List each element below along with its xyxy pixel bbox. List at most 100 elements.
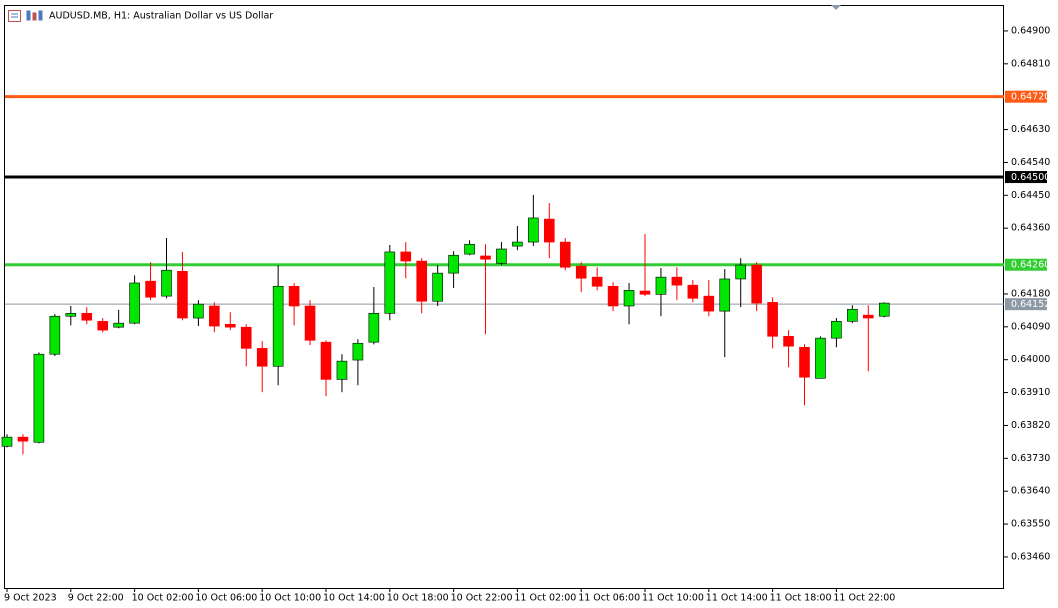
- y-tick-label: 0.63640: [1011, 486, 1050, 497]
- x-tick-label: 11 Oct 02:00: [514, 593, 576, 604]
- y-tick-label: 0.64450: [1011, 190, 1050, 201]
- candle-body: [49, 315, 61, 355]
- candle-body: [799, 346, 810, 378]
- candle-body: [288, 285, 300, 307]
- candle-body: [304, 305, 316, 341]
- y-tick-label: 0.64630: [1011, 124, 1050, 135]
- candle-body: [687, 284, 699, 299]
- candle-body: [878, 302, 890, 317]
- candle-body: [81, 313, 93, 321]
- candle-body: [559, 241, 571, 268]
- x-tick-label: 9 Oct 2023: [4, 593, 57, 604]
- x-tick-label: 10 Oct 18:00: [387, 593, 449, 604]
- candle-body: [575, 265, 587, 279]
- candle-body: [161, 269, 172, 297]
- candle-body: [862, 314, 874, 319]
- candle-body: [831, 321, 842, 339]
- candle-body: [448, 254, 459, 274]
- candle-body: [129, 282, 140, 324]
- candle-body: [177, 270, 188, 319]
- candle-body: [783, 336, 794, 347]
- price-level-tag: [1005, 258, 1047, 271]
- x-tick-label: 11 Oct 14:00: [706, 593, 768, 604]
- icon-bar: [26, 10, 31, 21]
- price-level-tag: [1005, 171, 1047, 184]
- price-level-label: 0.64720: [1011, 92, 1050, 103]
- price-level-label: 0.64500: [1011, 172, 1050, 183]
- icon-bar: [32, 12, 37, 21]
- candle-body: [512, 241, 523, 247]
- candle-body: [225, 323, 236, 328]
- candle-body: [480, 255, 491, 260]
- candle-body: [416, 260, 428, 302]
- price-level-tag: [1005, 90, 1047, 103]
- candle-body: [368, 313, 380, 343]
- candle-body: [384, 251, 396, 314]
- y-tick-label: 0.64540: [1011, 157, 1050, 168]
- candle-body: [145, 280, 156, 298]
- candle-body: [33, 353, 45, 443]
- candle-body: [400, 251, 412, 262]
- y-tick-label: 0.64810: [1011, 58, 1050, 69]
- candle-body: [17, 436, 29, 442]
- candle-body: [272, 285, 284, 367]
- candle-body: [240, 326, 252, 349]
- x-tick-label: 11 Oct 10:00: [642, 593, 704, 604]
- shift-marker: [831, 5, 841, 10]
- x-tick-label: 11 Oct 06:00: [578, 593, 640, 604]
- candle-body: [1, 436, 13, 447]
- candle-body: [671, 276, 683, 286]
- candle-body: [655, 276, 667, 295]
- candle-body: [193, 303, 204, 319]
- candle-body: [735, 264, 747, 280]
- candle-body: [751, 264, 762, 304]
- candle-body: [847, 308, 858, 322]
- candle-body: [496, 248, 507, 264]
- candle-body: [113, 322, 124, 328]
- chart-title: AUDUSD.MB, H1: Australian Dollar vs US D…: [49, 11, 273, 22]
- y-tick-label: 0.63730: [1011, 453, 1050, 464]
- x-tick-label: 10 Oct 22:00: [451, 593, 513, 604]
- x-tick-label: 11 Oct 18:00: [770, 593, 832, 604]
- candle-body: [65, 313, 77, 317]
- x-tick-label: 10 Oct 06:00: [195, 593, 257, 604]
- candle-body: [591, 276, 603, 287]
- price-level-label: 0.64260: [1011, 260, 1050, 271]
- candle-body: [767, 302, 778, 337]
- price-level-tag: [1005, 298, 1047, 311]
- y-tick-label: 0.63910: [1011, 387, 1050, 398]
- candle-body: [639, 290, 651, 295]
- candle-body: [543, 218, 555, 243]
- price-level-label: 0.64152: [1011, 299, 1050, 310]
- candle-body: [336, 360, 348, 380]
- plot-border: [4, 5, 1004, 589]
- candle-body: [464, 243, 475, 255]
- y-tick-label: 0.64360: [1011, 223, 1050, 234]
- candle-body: [528, 217, 539, 243]
- y-tick-label: 0.64000: [1011, 354, 1050, 365]
- y-tick-label: 0.64090: [1011, 321, 1050, 332]
- candle-body: [719, 278, 731, 312]
- y-tick-label: 0.64900: [1011, 25, 1050, 36]
- x-tick-label: 10 Oct 02:00: [132, 593, 194, 604]
- candle-body: [320, 341, 332, 380]
- candle-body: [97, 321, 108, 331]
- icon-bar: [38, 10, 43, 21]
- symbol-icons: [8, 10, 43, 22]
- y-tick-label: 0.64180: [1011, 288, 1050, 299]
- x-tick-label: 10 Oct 14:00: [323, 593, 385, 604]
- candle-body: [607, 285, 619, 307]
- x-tick-label: 11 Oct 22:00: [833, 593, 895, 604]
- candle-body: [432, 272, 443, 302]
- y-tick-label: 0.63820: [1011, 420, 1050, 431]
- candle-body: [209, 305, 220, 327]
- icon-list: [8, 10, 21, 22]
- x-tick-label: 9 Oct 22:00: [68, 593, 124, 604]
- candle-body: [256, 348, 268, 367]
- y-tick-label: 0.63550: [1011, 519, 1050, 530]
- candle-body: [815, 337, 826, 379]
- candle-body: [703, 295, 715, 312]
- x-tick-label: 10 Oct 10:00: [259, 593, 321, 604]
